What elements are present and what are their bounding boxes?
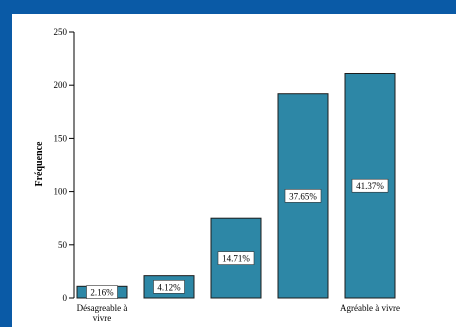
y-tick-label: 0 <box>63 293 68 303</box>
data-label: 2.16% <box>90 288 114 298</box>
x-tick-label: Désagreable à <box>77 303 128 313</box>
y-tick-label: 250 <box>54 27 68 37</box>
data-label: 41.37% <box>356 181 384 191</box>
y-axis-title: Fréquence <box>34 141 45 187</box>
y-tick-label: 50 <box>58 240 68 250</box>
data-label: 37.65% <box>289 191 317 201</box>
y-tick-label: 150 <box>54 133 68 143</box>
y-tick-label: 100 <box>54 187 68 197</box>
x-tick-label: Agréable à vivre <box>340 303 400 313</box>
y-ticks: 0 50 100 150 200 250 <box>54 27 75 303</box>
data-label: 14.71% <box>222 254 250 264</box>
chart-panel: 0 50 100 150 200 250 Fréquence 2.16% 4.12% 14.7… <box>12 14 456 327</box>
bars: 2.16% 4.12% 14.71% 37.65% 41.37% <box>77 73 395 298</box>
data-label: 4.12% <box>157 282 181 292</box>
y-tick-label: 200 <box>54 80 68 90</box>
bar-chart: 0 50 100 150 200 250 Fréquence 2.16% 4.12% 14.7… <box>12 14 456 327</box>
x-tick-label: vivre <box>93 313 112 323</box>
